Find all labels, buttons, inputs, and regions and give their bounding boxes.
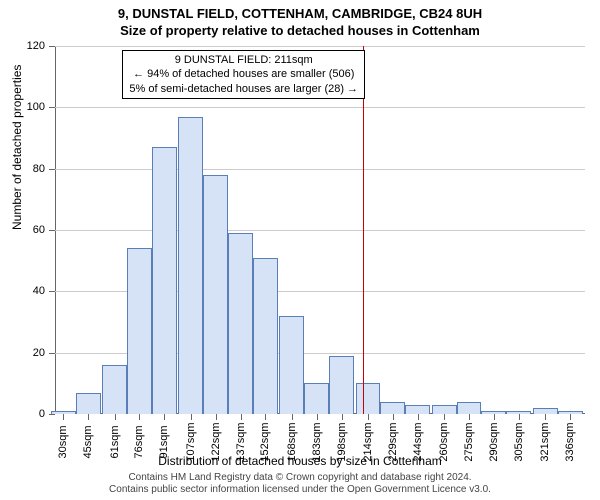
ytick-label: 100 [27,101,45,113]
xtick-mark [444,414,445,420]
xtick-mark [88,414,89,420]
xtick-mark [519,414,520,420]
histogram-bar [228,233,253,414]
xtick-mark [418,414,419,420]
annotation-box: 9 DUNSTAL FIELD: 211sqm← 94% of detached… [122,50,365,99]
ytick-label: 80 [33,163,45,175]
x-axis-label: Distribution of detached houses by size … [0,454,600,468]
xtick-mark [265,414,266,420]
ytick-label: 40 [33,285,45,297]
ytick-mark [49,291,55,292]
histogram-bar [457,402,482,414]
chart-title-line1: 9, DUNSTAL FIELD, COTTENHAM, CAMBRIDGE, … [0,6,600,23]
xtick-mark [241,414,242,420]
histogram-bar [152,147,177,414]
histogram-bar [304,383,329,414]
xtick-mark [317,414,318,420]
histogram-bar [178,117,203,414]
annotation-line3: 5% of semi-detached houses are larger (2… [129,82,358,96]
plot-area: 02040608010012030sqm45sqm61sqm76sqm91sqm… [55,46,585,414]
histogram-bar [203,175,228,414]
y-axis-label: Number of detached properties [10,65,24,230]
xtick-mark [469,414,470,420]
histogram-bar [356,383,381,414]
xtick-mark [570,414,571,420]
ytick-mark [49,230,55,231]
histogram-bar [127,248,152,414]
histogram-bar [253,258,278,414]
chart-container: 9, DUNSTAL FIELD, COTTENHAM, CAMBRIDGE, … [0,0,600,500]
xtick-mark [63,414,64,420]
xtick-mark [164,414,165,420]
histogram-bar [380,402,405,414]
footer-line1: Contains HM Land Registry data © Crown c… [0,472,600,484]
footer-line2: Contains public sector information licen… [0,484,600,496]
ytick-mark [49,46,55,47]
marker-line [363,46,364,414]
xtick-mark [292,414,293,420]
histogram-bar [102,365,127,414]
ytick-mark [49,414,55,415]
xtick-mark [494,414,495,420]
histogram-bar [76,393,101,414]
xtick-mark [342,414,343,420]
histogram-bar [432,405,457,414]
ytick-label: 0 [39,408,45,420]
ytick-mark [49,107,55,108]
titles: 9, DUNSTAL FIELD, COTTENHAM, CAMBRIDGE, … [0,0,600,40]
grid-line [55,169,585,170]
footer: Contains HM Land Registry data © Crown c… [0,472,600,496]
ytick-mark [49,169,55,170]
grid-line [55,230,585,231]
ytick-label: 60 [33,224,45,236]
xtick-mark [191,414,192,420]
ytick-label: 120 [27,40,45,52]
ytick-mark [49,353,55,354]
grid-line [55,107,585,108]
histogram-bar [279,316,304,414]
grid-line [55,46,585,47]
histogram-bar [329,356,354,414]
annotation-line2: ← 94% of detached houses are smaller (50… [129,67,358,81]
ytick-label: 20 [33,347,45,359]
xtick-mark [393,414,394,420]
annotation-line1: 9 DUNSTAL FIELD: 211sqm [129,53,358,67]
xtick-mark [139,414,140,420]
chart-title-line2: Size of property relative to detached ho… [0,23,600,40]
xtick-mark [545,414,546,420]
xtick-mark [115,414,116,420]
xtick-mark [368,414,369,420]
histogram-bar [405,405,430,414]
xtick-mark [216,414,217,420]
